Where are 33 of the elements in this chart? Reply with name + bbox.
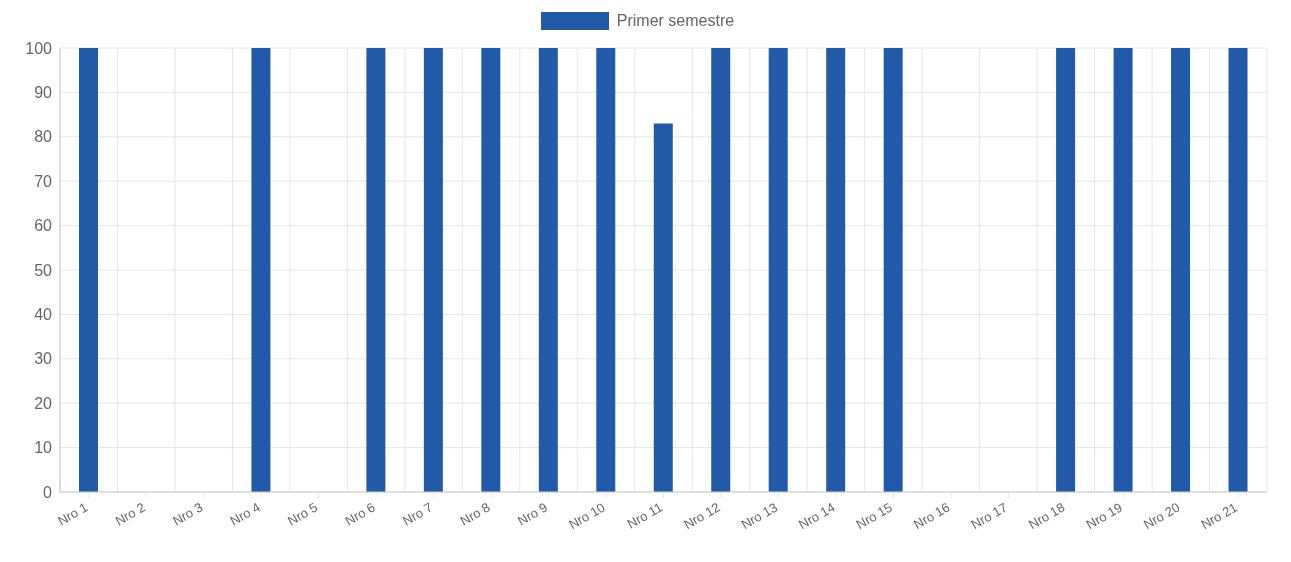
x-tick-label: Nro 11 (624, 499, 665, 532)
x-tick-label: Nro 19 (1083, 499, 1125, 533)
x-tick-label: Nro 3 (170, 499, 206, 529)
x-tick-label: Nro 15 (853, 499, 895, 533)
x-tick-label: Nro 12 (681, 499, 723, 533)
x-tick-label: Nro 9 (515, 499, 551, 529)
x-tick-label: Nro 18 (1026, 499, 1068, 533)
x-tick-label: Nro 5 (285, 499, 321, 529)
x-tick-label: Nro 13 (738, 499, 780, 533)
legend-label: Primer semestre (616, 12, 735, 30)
x-tick-label: Nro 7 (400, 499, 436, 529)
y-tick-label: 40 (34, 306, 53, 324)
x-tick-label: Nro 21 (1198, 499, 1240, 533)
x-tick-label: Nro 1 (55, 499, 91, 529)
y-tick-label: 100 (25, 39, 53, 57)
x-tick-label: Nro 16 (911, 499, 953, 533)
x-tick-label: Nro 10 (566, 499, 608, 533)
y-tick-label: 30 (34, 350, 53, 368)
x-tick-label: Nro 17 (968, 499, 1010, 533)
x-tick-label: Nro 4 (227, 499, 263, 529)
y-tick-label: 70 (34, 172, 53, 190)
y-tick-label: 60 (34, 217, 53, 235)
y-tick-label: 10 (34, 439, 53, 457)
y-tick-label: 50 (34, 261, 53, 279)
x-tick-label: Nro 14 (796, 499, 838, 533)
x-tick-label: Nro 2 (112, 499, 148, 529)
x-tick-label: Nro 8 (457, 499, 493, 529)
x-tick-label: Nro 20 (1140, 499, 1183, 533)
y-tick-label: 90 (34, 84, 53, 102)
y-tick-label: 0 (43, 483, 53, 501)
y-tick-label: 20 (34, 394, 53, 412)
y-tick-label: 80 (34, 128, 53, 146)
x-tick-label: Nro 6 (342, 499, 378, 529)
